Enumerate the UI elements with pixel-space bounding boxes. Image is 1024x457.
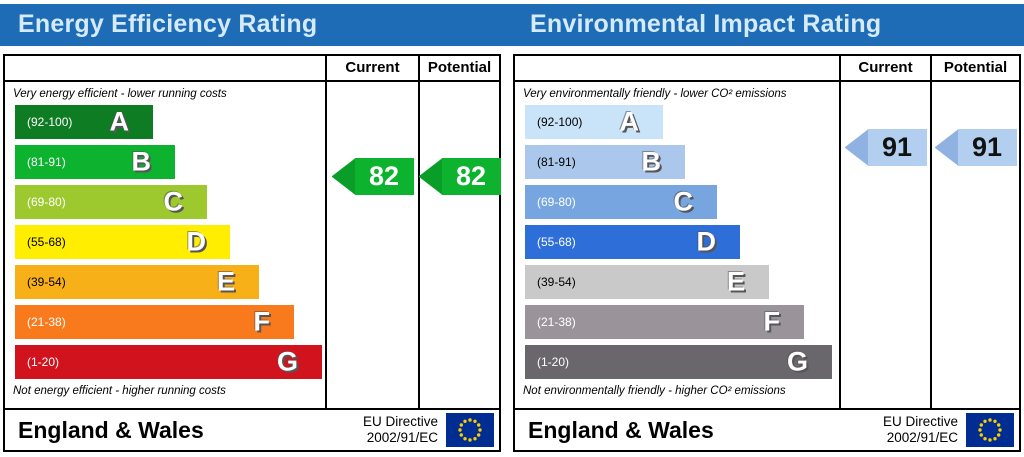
eu-directive-line1: EU Directive [362,414,438,430]
band-d-letter: D [186,226,207,257]
environment-band-chart: Very environmentally friendly - lower CO… [515,82,839,408]
energy-current-arrow: 82 [331,158,414,195]
eu-directive-label: EU Directive 2002/91/EC [883,414,958,445]
band-g: (1-20) G [15,345,322,379]
band-e-letter: E [726,266,745,297]
band-f-letter: F [763,306,781,337]
band-g-range: (1-20) [27,355,60,369]
band-c-range: (69-80) [27,195,66,209]
band-a-letter: A [619,106,640,137]
band-c-letter: C [163,186,184,217]
eu-flag-icon [966,413,1014,447]
environment-potential-value: 91 [957,129,1017,166]
environment-header-spacer [515,56,839,82]
band-c: (69-80) C [15,185,207,219]
band-d: (55-68) D [525,225,740,259]
band-g-range: (1-20) [537,355,570,369]
eu-directive-line2: 2002/91/EC [886,430,958,445]
band-g-letter: G [276,346,298,377]
energy-rating-title: Energy Efficiency Rating [18,10,318,38]
energy-potential-arrow: 82 [418,158,501,195]
band-b-range: (81-91) [537,155,576,169]
energy-top-caption: Very energy efficient - lower running co… [13,88,227,100]
environment-bottom-caption: Not environmentally friendly - higher CO… [523,385,786,397]
band-f: (21-38) F [15,305,294,339]
eu-directive-label: EU Directive 2002/91/EC [363,414,438,445]
band-b-letter: B [641,146,662,177]
band-d: (55-68) D [15,225,230,259]
eu-directive-line2: 2002/91/EC [366,430,438,445]
eu-directive-line1: EU Directive [882,414,958,430]
energy-bottom-caption: Not energy efficient - higher running co… [13,385,226,397]
band-b: (81-91) B [15,145,175,179]
band-a: (92-100) A [15,105,153,139]
band-f-range: (21-38) [537,315,576,329]
environment-potential-cell: 91 [930,82,1019,408]
environment-footer: England & Wales EU Directive 2002/91/EC [515,408,1019,450]
band-c-range: (69-80) [537,195,576,209]
band-e: (39-54) E [15,265,259,299]
environment-current-cell: 91 [839,82,930,408]
region-label: England & Wales [18,416,204,443]
region-label: England & Wales [528,416,714,443]
band-a-range: (92-100) [537,115,583,129]
environment-potential-header: Potential [930,56,1019,82]
energy-potential-header: Potential [418,56,499,82]
environment-current-header: Current [839,56,930,82]
energy-current-header: Current [325,56,418,82]
band-f: (21-38) F [525,305,804,339]
environment-current-value: 91 [867,129,927,166]
band-a: (92-100) A [525,105,663,139]
environment-current-arrow: 91 [844,129,927,166]
energy-footer: England & Wales EU Directive 2002/91/EC [5,408,499,450]
title-bar: Energy Efficiency Rating Environmental I… [0,4,1024,46]
band-g-letter: G [786,346,808,377]
band-d-range: (55-68) [537,235,576,249]
band-e-letter: E [216,266,235,297]
band-a-range: (92-100) [27,115,73,129]
arrow-tip-icon [418,158,443,195]
environment-potential-arrow: 91 [934,129,1017,166]
arrow-tip-icon [331,158,356,195]
band-g: (1-20) G [525,345,832,379]
band-b-letter: B [131,146,152,177]
arrow-tip-icon [844,129,869,166]
band-f-range: (21-38) [27,315,66,329]
environment-top-caption: Very environmentally friendly - lower CO… [523,88,787,100]
band-c: (69-80) C [525,185,717,219]
environmental-impact-panel: Current Potential Very environmentally f… [513,54,1021,452]
arrow-tip-icon [934,129,959,166]
band-b: (81-91) B [525,145,685,179]
band-f-letter: F [253,306,271,337]
eu-flag-icon [446,413,494,447]
band-e-range: (39-54) [537,275,576,289]
band-e: (39-54) E [525,265,769,299]
energy-potential-value: 82 [441,158,501,195]
energy-band-chart: Very energy efficient - lower running co… [5,82,325,408]
band-d-letter: D [696,226,717,257]
environmental-rating-title: Environmental Impact Rating [530,10,882,38]
band-c-letter: C [673,186,694,217]
energy-potential-cell: 82 [418,82,501,408]
band-d-range: (55-68) [27,235,66,249]
energy-current-cell: 82 [325,82,418,408]
band-b-range: (81-91) [27,155,66,169]
energy-current-value: 82 [354,158,414,195]
energy-header-spacer [5,56,325,82]
energy-efficiency-panel: Current Potential Very energy efficient … [3,54,501,452]
band-e-range: (39-54) [27,275,66,289]
band-a-letter: A [109,106,130,137]
